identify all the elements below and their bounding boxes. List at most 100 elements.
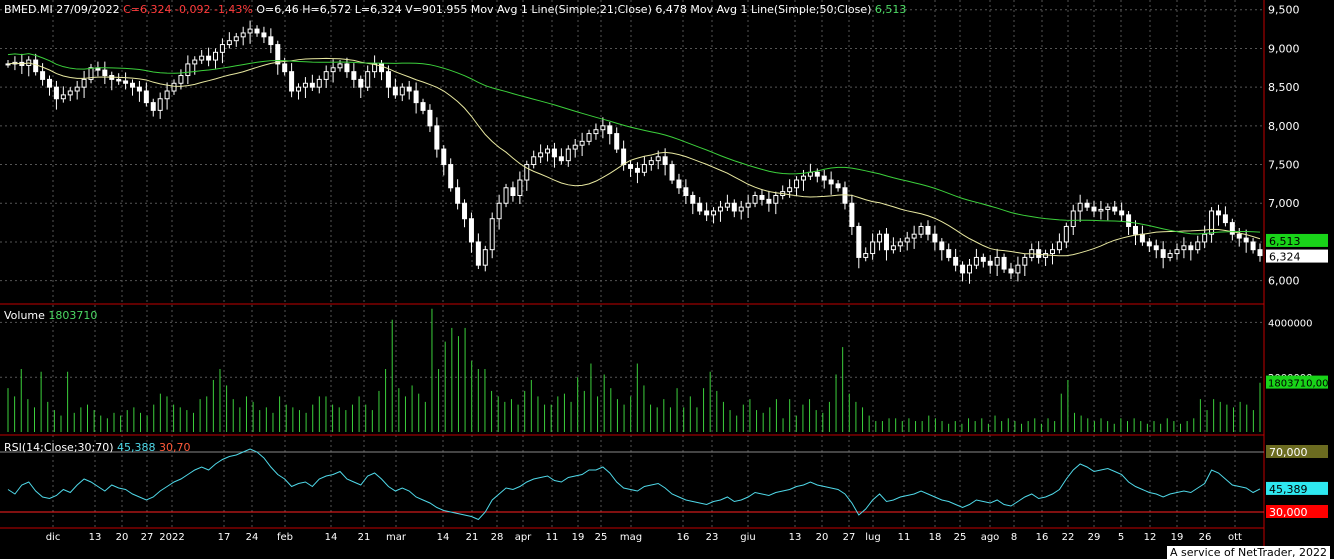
time-tick-label: 25 [595, 532, 608, 543]
candle [538, 144, 544, 163]
time-tick-label: 16 [1036, 532, 1049, 543]
candle-body [323, 71, 329, 80]
candle-body [1160, 249, 1166, 258]
candle [655, 150, 661, 170]
candle-body [1250, 241, 1256, 251]
candle-body [607, 125, 613, 135]
candle [1188, 241, 1194, 261]
candle-body [489, 218, 495, 251]
rsi-level-box [1266, 481, 1328, 495]
candle [1112, 200, 1118, 215]
candle [925, 220, 931, 241]
time-tick-label: 14 [437, 532, 450, 543]
candle-body [704, 210, 710, 216]
candle-body [752, 195, 758, 204]
candle [773, 191, 779, 215]
candle [330, 59, 336, 83]
candle [365, 65, 371, 92]
rsi-level-label: 45,389 [1269, 483, 1308, 496]
date-label: 27/09/2022 [56, 3, 120, 16]
candle [828, 171, 834, 195]
candle-body [1070, 210, 1076, 227]
candle [60, 86, 66, 103]
candle-body [1188, 245, 1194, 251]
candle-body [814, 171, 820, 177]
candle-body [261, 32, 267, 38]
candle [26, 56, 32, 77]
candle-body [538, 152, 544, 158]
candle [1036, 241, 1042, 264]
time-tick-label: 5 [1118, 532, 1124, 543]
candle-body [150, 102, 156, 111]
axes: 9,5009,0008,5008,0007,5007,0006,5006,000… [46, 4, 1329, 543]
time-tick-label: 29 [1088, 532, 1101, 543]
candle-body [116, 78, 122, 82]
time-tick-label: 20 [116, 532, 129, 543]
candle [510, 181, 516, 202]
candle [1084, 199, 1090, 211]
candle-body [1063, 225, 1069, 243]
ma1-label: Mov Avg 1 Line(Simple;21;Close) [470, 3, 652, 16]
candle [427, 104, 433, 133]
change-pct-label: -1,43% [213, 3, 253, 16]
candle [268, 28, 274, 54]
candle [496, 194, 502, 230]
candle-body [462, 202, 468, 220]
candle-body [296, 86, 302, 92]
candle [309, 74, 315, 92]
volume-header: Volume 1803710 [4, 309, 97, 323]
candle [275, 40, 281, 75]
candle-body [385, 71, 391, 88]
candle [1119, 202, 1125, 222]
candle-body [918, 225, 924, 235]
ma2-value: 6,513 [874, 3, 907, 16]
time-tick-label: 11 [898, 532, 911, 543]
candle [323, 65, 329, 88]
candle [1029, 243, 1035, 262]
candle-body [731, 202, 737, 212]
time-tick-label: 19 [1171, 532, 1184, 543]
candle-body [185, 63, 191, 77]
candle [1146, 238, 1152, 253]
candle-body [724, 202, 730, 208]
candle [1257, 243, 1263, 262]
candle-body [1098, 208, 1104, 212]
candle-body [1056, 241, 1062, 251]
candle [240, 26, 246, 46]
candle-body [178, 75, 184, 84]
candle [883, 228, 889, 261]
candle-body [1174, 249, 1180, 255]
candle-body [496, 202, 502, 220]
candle [1181, 237, 1187, 259]
candle [1056, 233, 1062, 254]
open-label: O=6,46 [256, 3, 299, 16]
candle-body [1243, 237, 1249, 243]
time-tick-label: 12 [1144, 532, 1157, 543]
time-tick-label: 13 [789, 532, 802, 543]
volume-label: V=901.955 [405, 3, 468, 16]
candle-body [759, 195, 765, 200]
candle-body [392, 86, 398, 96]
candle [247, 20, 253, 44]
candle-body [219, 44, 225, 53]
time-tick-label: mar [386, 532, 407, 543]
candle [462, 199, 468, 228]
candle [1001, 253, 1007, 273]
candle-body [655, 156, 661, 162]
candle [441, 145, 447, 176]
candle-body [268, 36, 274, 46]
candle-body [171, 82, 177, 92]
candle-body [994, 256, 1000, 266]
time-tick-label: 19 [572, 532, 585, 543]
rsi-panel [0, 448, 1264, 521]
ma50-value-box [1266, 233, 1328, 247]
candle [821, 169, 827, 189]
time-tick-label: 18 [929, 532, 942, 543]
candle-body [302, 82, 308, 88]
candle [987, 255, 993, 274]
volume-tick-label: 4000000 [1268, 318, 1313, 329]
candle [946, 243, 952, 262]
candle-body [1049, 249, 1055, 255]
candle-body [434, 125, 440, 150]
candle [856, 222, 862, 269]
